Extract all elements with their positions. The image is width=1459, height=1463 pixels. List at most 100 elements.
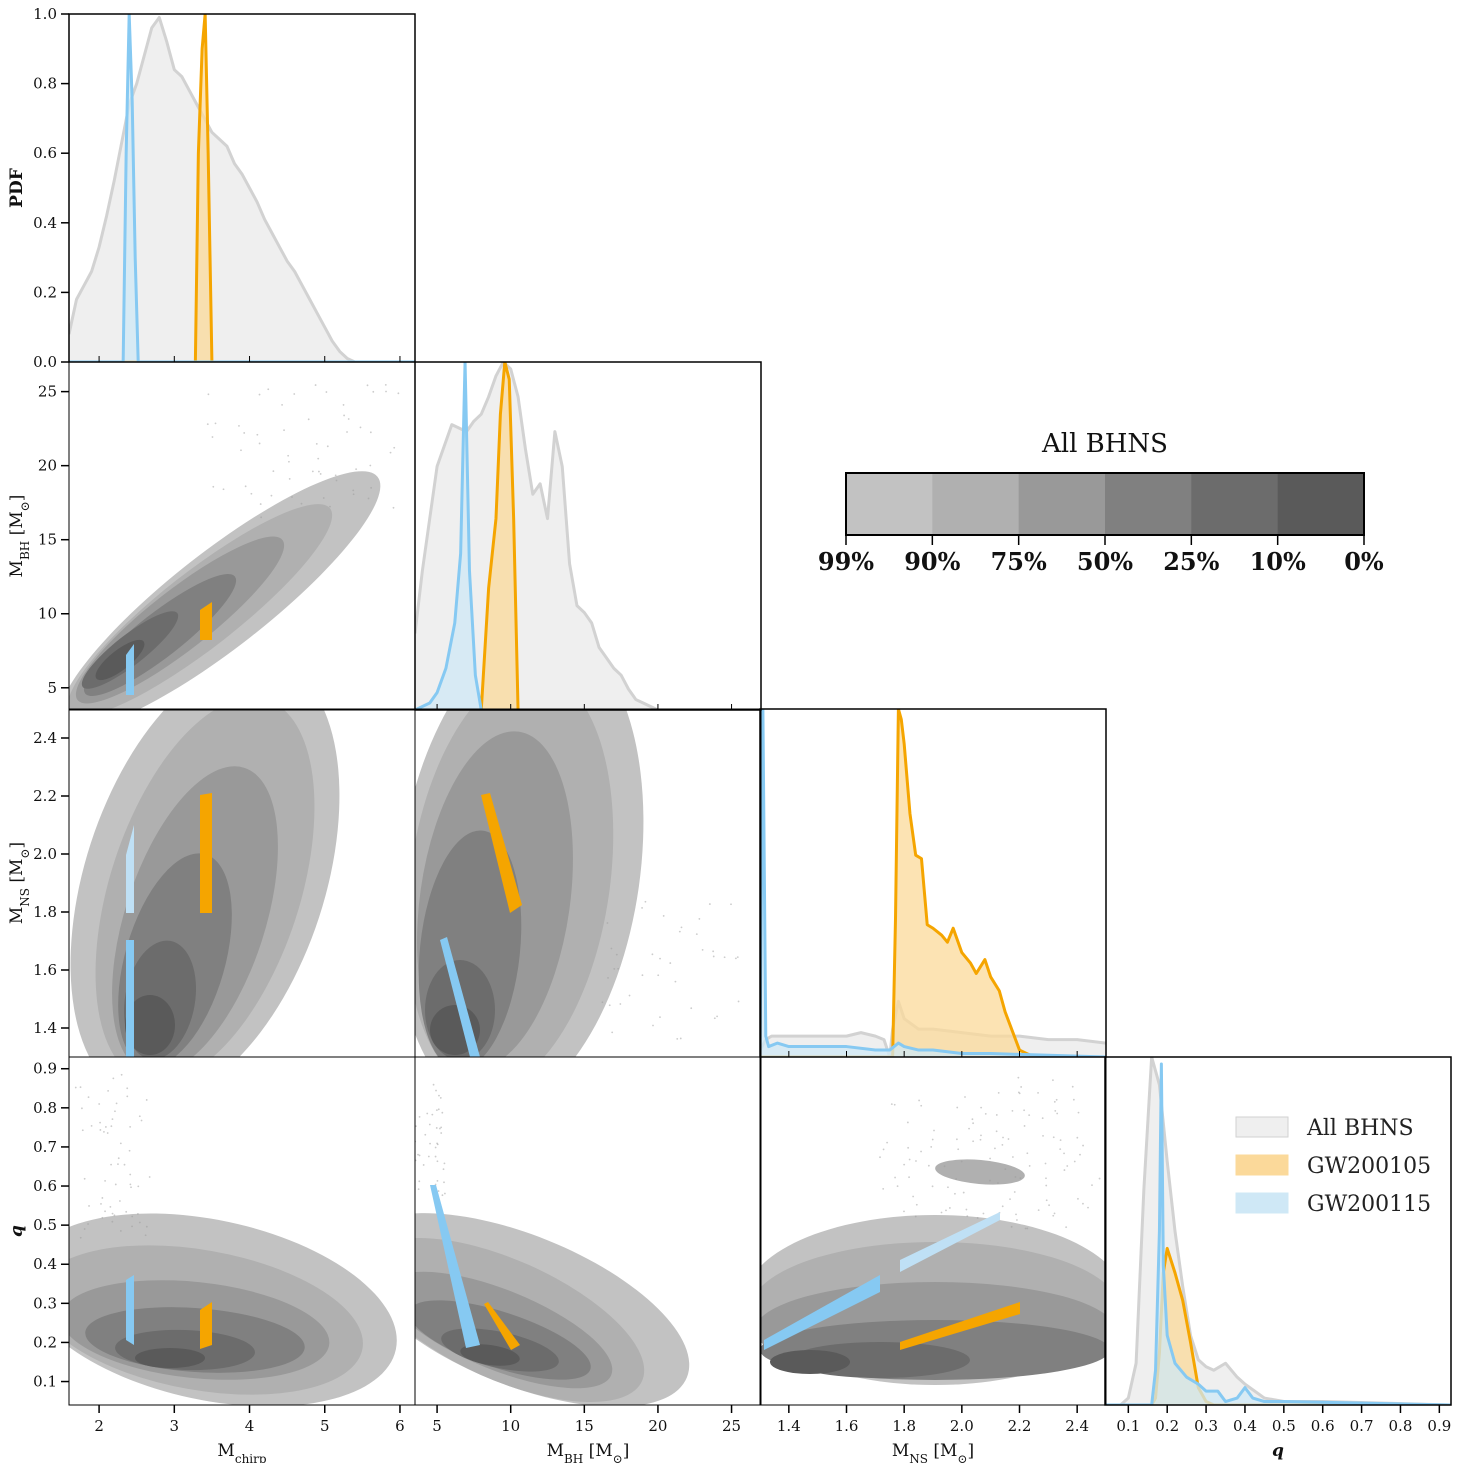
colorbar-cells xyxy=(846,473,1365,535)
gw200115-band-faint xyxy=(900,1212,1000,1272)
x-tick-label: 0.4 xyxy=(1233,1417,1257,1435)
sample-point xyxy=(730,903,732,906)
sample-point xyxy=(947,1186,949,1189)
sample-point xyxy=(933,1129,935,1132)
sample-point xyxy=(434,1155,437,1158)
sample-point xyxy=(641,974,644,977)
pdf-fill-gw200105 xyxy=(415,362,761,710)
sample-point xyxy=(367,497,370,500)
sample-point xyxy=(906,1121,909,1124)
sample-point xyxy=(418,1115,421,1118)
sample-point xyxy=(1010,1225,1013,1228)
legend-swatch-gw200115 xyxy=(1235,1192,1289,1214)
sample-point xyxy=(250,492,253,495)
sample-point xyxy=(426,1112,429,1115)
sample-point xyxy=(74,1086,77,1089)
sample-point xyxy=(260,516,263,519)
sample-point xyxy=(440,1126,443,1129)
y-axis-label-1: MBH [M⊙] xyxy=(7,495,32,578)
sample-point xyxy=(101,1197,104,1199)
sample-point xyxy=(115,1102,118,1105)
sample-point xyxy=(908,1176,910,1179)
sample-point xyxy=(1045,1177,1047,1180)
sample-point xyxy=(315,442,318,445)
contour-level-6 xyxy=(460,1344,520,1366)
x-tick-label: 0.1 xyxy=(1116,1417,1140,1435)
colorbar-cell xyxy=(1191,473,1279,535)
panel-frame-3-1 xyxy=(414,1056,762,1406)
gw200105-band xyxy=(481,793,522,913)
sample-point xyxy=(676,1037,679,1040)
y-tick-label: 0.8 xyxy=(33,1099,57,1117)
sample-point xyxy=(690,1007,693,1010)
sample-point xyxy=(966,1215,969,1218)
sample-point xyxy=(1004,1168,1007,1171)
pdf-line-gw200115 xyxy=(1105,1062,1451,1405)
colorbar-tick-label: 10% xyxy=(1250,547,1306,576)
sample-point xyxy=(129,1125,132,1128)
y-tick-label: 0.0 xyxy=(33,353,57,371)
gw200115-band xyxy=(126,644,134,695)
y-tick-label: 0.6 xyxy=(33,1177,57,1195)
sample-point xyxy=(669,962,672,964)
colorbar-cell xyxy=(1277,473,1365,535)
sample-point xyxy=(111,1118,114,1121)
x-tick-label: 0.6 xyxy=(1311,1417,1335,1435)
colorbar: All BHNS 99% 90% 75% 50% 25% 10% 0% xyxy=(818,429,1384,576)
sample-point xyxy=(436,1160,439,1163)
sample-point xyxy=(104,1210,106,1213)
pdf-line-gw200115 xyxy=(69,14,415,362)
sample-point xyxy=(343,414,345,417)
x-tick-label: 1.8 xyxy=(892,1417,916,1435)
contour-level-6 xyxy=(770,1350,850,1374)
sample-point xyxy=(436,1143,439,1146)
pdf-fill-gw200115 xyxy=(415,362,761,710)
contour-panel-2-1 xyxy=(415,709,740,1057)
sample-point xyxy=(927,1164,930,1167)
gw200105-band xyxy=(200,602,212,640)
sample-point xyxy=(954,1192,956,1195)
sample-point xyxy=(79,1236,82,1239)
sample-point xyxy=(145,1099,148,1101)
sample-point xyxy=(211,436,214,438)
sample-point xyxy=(81,1129,84,1132)
sample-point xyxy=(222,488,225,491)
sample-point xyxy=(698,918,701,920)
sample-point xyxy=(389,451,392,454)
sample-point xyxy=(87,1223,89,1225)
sample-point xyxy=(608,1004,611,1007)
x-tick-label: 0.2 xyxy=(1155,1417,1179,1435)
sample-point xyxy=(1028,1165,1031,1167)
y-tick-label: 0.3 xyxy=(33,1294,57,1312)
sample-point xyxy=(607,976,609,979)
sample-point xyxy=(890,1103,893,1106)
sample-point xyxy=(436,1179,439,1182)
sample-point xyxy=(100,1203,102,1205)
gw200115-band-faint xyxy=(126,825,134,913)
pdf-line-all-bhns xyxy=(69,15,415,362)
sample-point xyxy=(318,470,320,473)
sample-point xyxy=(424,1133,427,1136)
sample-point xyxy=(652,1024,654,1027)
sample-point xyxy=(434,1146,437,1149)
sample-point xyxy=(314,384,317,386)
sample-point xyxy=(385,390,387,393)
colorbar-tick-label: 0% xyxy=(1344,547,1384,576)
legend-label-gw200105: GW200105 xyxy=(1307,1154,1431,1179)
sample-point xyxy=(1026,1152,1029,1155)
sample-point xyxy=(325,391,328,393)
y-axis-label-3: q xyxy=(7,1225,27,1237)
sample-point xyxy=(212,485,215,488)
sample-point xyxy=(956,1106,959,1109)
sample-point xyxy=(1091,1184,1093,1187)
sample-point xyxy=(737,1000,740,1003)
sample-point xyxy=(432,1083,435,1086)
sample-point xyxy=(366,384,369,387)
pdf-line-gw200105 xyxy=(415,362,761,710)
sample-point xyxy=(138,1221,141,1224)
sample-point xyxy=(283,429,285,432)
sample-point xyxy=(422,1164,425,1166)
x-tick-label: 2 xyxy=(94,1417,104,1435)
sample-point xyxy=(1048,1204,1050,1207)
sample-point xyxy=(104,1179,106,1182)
